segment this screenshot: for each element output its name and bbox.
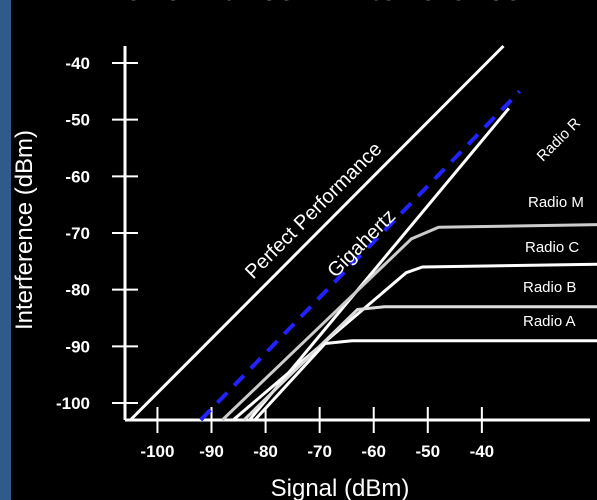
series-label-radio-c: Radio C (525, 239, 579, 256)
y-tick-label: -90 (65, 337, 90, 356)
x-tick-label: -100 (140, 442, 174, 461)
tick-labels: -100 -90 -80 -70 -60 -50 -40 -40 -50 -60 -70 -80 -90… (56, 54, 494, 461)
x-tick-label: -40 (470, 442, 495, 461)
axes (112, 46, 590, 433)
y-axis-title: Interference (dBm) (11, 130, 38, 330)
y-tick-label: -70 (65, 224, 90, 243)
series-line-gigahertz (199, 89, 522, 422)
x-tick-label: -70 (307, 442, 332, 461)
x-tick-label: -60 (361, 442, 386, 461)
series-label-radio-r: Radio R (534, 115, 584, 165)
series-line-radio-m (221, 223, 597, 422)
x-axis-title: Signal (dBm) (271, 475, 410, 500)
series-line-radio-a (253, 339, 597, 422)
series-label-radio-m: Radio M (528, 194, 584, 211)
series-label-perfect-performance: Perfect Performance (241, 138, 386, 283)
x-tick-label: -90 (199, 442, 224, 461)
left-accent-strip (0, 0, 11, 500)
y-tick-label: -80 (65, 281, 90, 300)
series-line-radio-b (242, 305, 597, 422)
series-label-radio-a: Radio A (523, 313, 576, 330)
chart-title: Performance in Interference (101, 0, 522, 8)
y-tick-label: -50 (65, 111, 90, 130)
y-tick-label: -40 (65, 54, 90, 73)
x-tick-label: -50 (416, 442, 441, 461)
series-layer (129, 44, 597, 422)
series-label-radio-b: Radio B (523, 279, 576, 296)
series-line-perfect-performance (129, 44, 505, 422)
y-tick-label: -60 (65, 167, 90, 186)
x-tick-label: -80 (253, 442, 278, 461)
y-tick-label: -100 (56, 394, 90, 413)
